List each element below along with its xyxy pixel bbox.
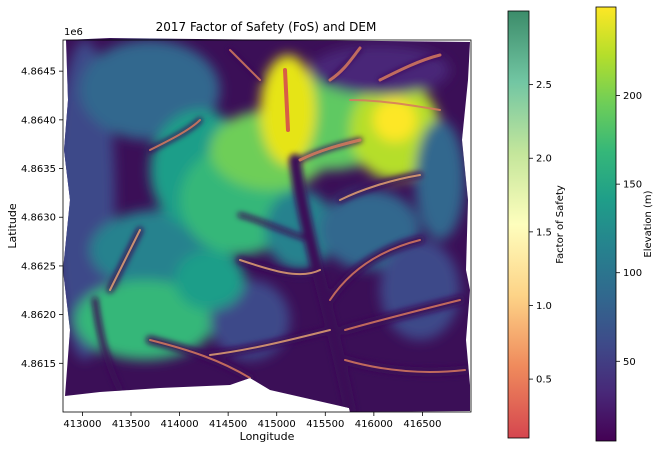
colorbar-tick-label: 2.5: [536, 80, 552, 91]
y-tick-label: 4.8615: [21, 359, 56, 370]
colorbar-tick-label: 1.5: [536, 227, 552, 238]
y-tick-label: 4.8630: [21, 213, 56, 224]
colorbar-elevation: 50 100 150 200 Elevation (m): [595, 6, 654, 442]
y-tick-label: 4.8635: [21, 164, 56, 175]
colorbar-tick-label: 100: [623, 268, 642, 279]
y-tick-label: 4.8620: [21, 310, 56, 321]
fos-layer: [109, 46, 466, 379]
y-tick-label: 4.8625: [21, 261, 56, 272]
y-tick-label: 4.8640: [21, 115, 56, 126]
x-tick-label: 415500: [306, 419, 344, 430]
colorbar-tick-label: 1.0: [536, 301, 552, 312]
x-tick-label: 414000: [160, 419, 198, 430]
colorbar-tick-label: 50: [623, 357, 636, 368]
chart-title: 2017 Factor of Safety (FoS) and DEM: [156, 20, 377, 34]
colorbar-label: Factor of Safety: [555, 185, 566, 264]
colorbar-tick-label: 200: [623, 91, 642, 102]
x-tick-label: 416500: [403, 419, 441, 430]
colorbar-tick-label: 2.0: [536, 154, 552, 165]
x-tick-label: 413000: [63, 419, 101, 430]
y-axis-ticks: 4.8615 4.8620 4.8625 4.8630 4.8635 4.8640 4.86…: [21, 67, 63, 370]
x-tick-label: 413500: [112, 419, 150, 430]
axes-frame: [62, 39, 472, 413]
map-image: [63, 38, 470, 412]
y-tick-label: 4.8645: [21, 67, 56, 78]
x-tick-label: 415000: [258, 419, 296, 430]
x-axis-ticks: 413000 413500 414000 414500 415000 415500 4160…: [63, 412, 442, 430]
colorbar-gradient: [595, 6, 617, 442]
x-axis-label: Longitude: [240, 430, 295, 443]
colorbar-tick-label: 0.5: [536, 375, 552, 386]
y-axis-label: Latitude: [6, 203, 19, 249]
colorbar-tick-label: 150: [623, 180, 642, 191]
colorbar-factor-of-safety: 0.5 1.0 1.5 2.0 2.5 Factor of Safety: [507, 10, 566, 439]
y-offset-label: 1e6: [64, 27, 83, 38]
x-tick-label: 414500: [209, 419, 247, 430]
colorbar-gradient: [507, 10, 530, 439]
x-tick-label: 416000: [355, 419, 393, 430]
colorbar-label: Elevation (m): [643, 190, 654, 257]
